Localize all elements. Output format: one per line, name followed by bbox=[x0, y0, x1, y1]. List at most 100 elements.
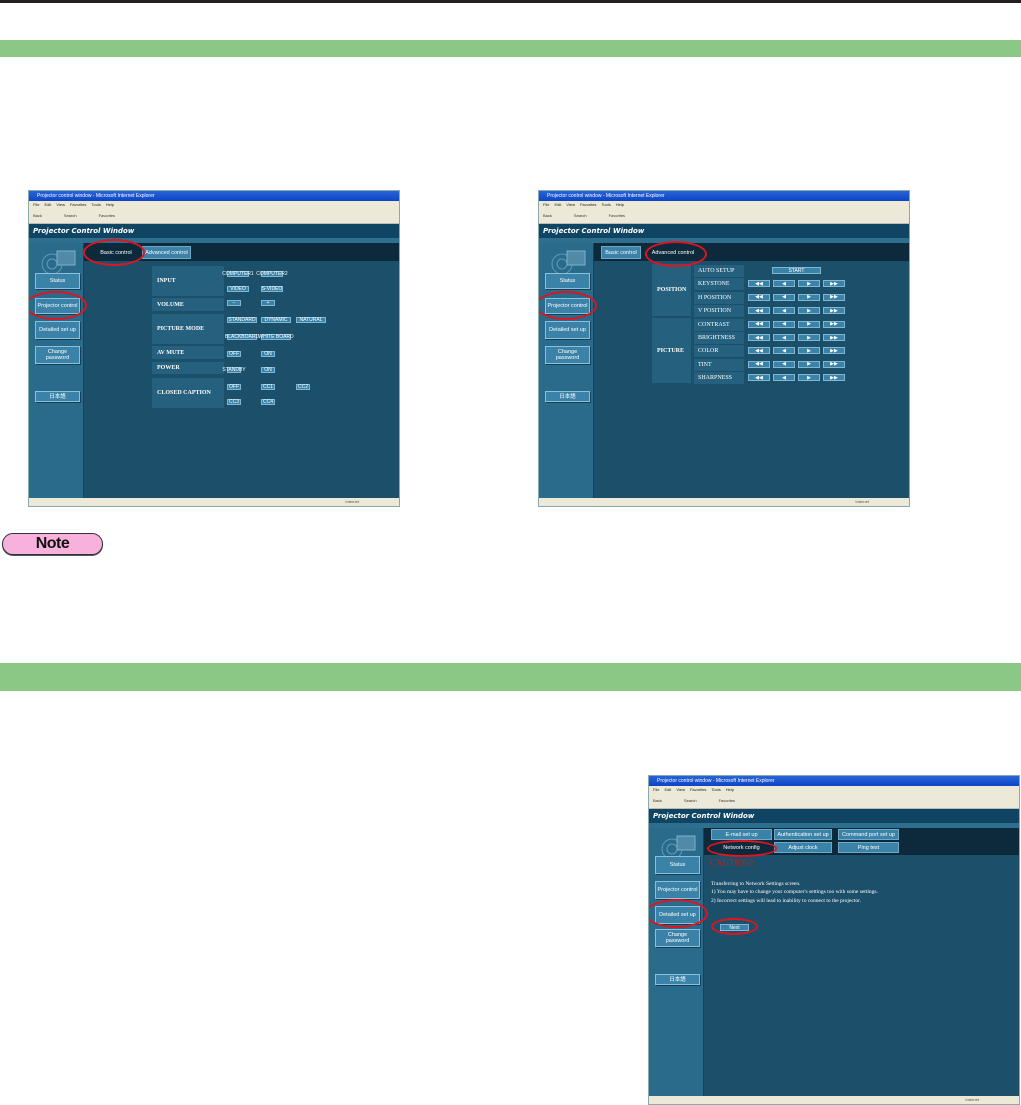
control-button[interactable]: ON bbox=[261, 351, 275, 357]
step-button[interactable]: ◀◀ bbox=[748, 320, 770, 328]
sidebar-status-button[interactable]: Status bbox=[35, 273, 80, 289]
menu-item[interactable]: File bbox=[33, 202, 40, 207]
control-button[interactable]: OFF bbox=[227, 351, 241, 357]
step-button[interactable]: ◀◀ bbox=[748, 347, 770, 355]
tab-adjust-clock[interactable]: Adjust clock bbox=[774, 842, 832, 853]
control-button[interactable]: BLACKBOARD bbox=[224, 334, 260, 340]
menu-item[interactable]: View bbox=[566, 202, 575, 207]
step-button[interactable]: ▶ bbox=[798, 374, 820, 382]
step-button[interactable]: ◀◀ bbox=[748, 360, 770, 368]
sidebar-status-button[interactable]: Status bbox=[655, 856, 700, 874]
control-button[interactable]: − bbox=[227, 300, 241, 306]
step-button[interactable]: ◀◀ bbox=[748, 280, 770, 288]
step-button[interactable]: ▶▶ bbox=[823, 334, 845, 341]
step-button[interactable]: ▶▶ bbox=[823, 280, 845, 288]
toolbar-button[interactable]: Search bbox=[63, 213, 77, 218]
menu-item[interactable]: View bbox=[56, 202, 65, 207]
caution-heading: CAUTION! bbox=[710, 858, 754, 868]
toolbar-button[interactable]: Favorites bbox=[608, 213, 626, 218]
step-button[interactable]: ◀ bbox=[773, 334, 795, 341]
menu-item[interactable]: View bbox=[676, 787, 685, 792]
menu-item[interactable]: Tools bbox=[711, 787, 721, 792]
step-button[interactable]: ▶ bbox=[798, 307, 820, 315]
step-button[interactable]: ▶▶ bbox=[823, 360, 845, 368]
tab-authentication-set-up[interactable]: Authentication set up bbox=[774, 829, 832, 840]
control-button[interactable]: NATURAL bbox=[296, 317, 326, 323]
menu-item[interactable]: Favorites bbox=[579, 202, 597, 207]
control-button[interactable]: + bbox=[261, 300, 275, 306]
step-button[interactable]: ▶ bbox=[798, 280, 820, 288]
tab-email-set-up[interactable]: E-mail set up bbox=[711, 829, 772, 840]
menu-item[interactable]: Help bbox=[725, 787, 734, 792]
step-button[interactable]: ▶ bbox=[798, 360, 820, 368]
control-button[interactable]: COMPUTER1 bbox=[222, 271, 254, 277]
menu-item[interactable]: Help bbox=[105, 202, 114, 207]
control-button[interactable]: CC2 bbox=[296, 384, 310, 390]
step-button[interactable]: ◀ bbox=[773, 320, 795, 328]
step-button[interactable]: ▶▶ bbox=[823, 347, 845, 355]
control-button[interactable]: S-VIDEO bbox=[261, 286, 283, 292]
sidebar-change-password-button[interactable]: Change password bbox=[655, 929, 700, 947]
control-button[interactable]: VIDEO bbox=[227, 286, 249, 292]
menu-item[interactable]: File bbox=[653, 787, 660, 792]
sidebar-change-password-button[interactable]: Change password bbox=[545, 346, 590, 364]
toolbar-button[interactable]: Back bbox=[653, 798, 662, 803]
menu-item[interactable]: File bbox=[543, 202, 550, 207]
toolbar-button[interactable]: Favorites bbox=[98, 213, 116, 218]
step-button[interactable]: ▶ bbox=[798, 293, 820, 301]
control-button[interactable]: CC1 bbox=[261, 384, 275, 390]
step-button[interactable]: ◀ bbox=[773, 293, 795, 301]
step-button[interactable]: ◀ bbox=[773, 307, 795, 315]
menu-item[interactable]: Help bbox=[615, 202, 624, 207]
step-button[interactable]: ◀◀ bbox=[748, 293, 770, 301]
menu-item[interactable]: Favorites bbox=[69, 202, 87, 207]
toolbar-button[interactable]: Search bbox=[683, 798, 697, 803]
tab-command-port-set-up[interactable]: Command port set up bbox=[838, 829, 899, 840]
tab-basic-control[interactable]: Basic control bbox=[601, 246, 641, 259]
step-button[interactable]: ▶▶ bbox=[823, 293, 845, 301]
control-button[interactable]: ON bbox=[261, 367, 275, 373]
menu-item[interactable]: Favorites bbox=[689, 787, 707, 792]
control-button[interactable]: DYNAMIC bbox=[261, 317, 291, 323]
step-button[interactable]: ◀ bbox=[773, 347, 795, 355]
sidebar-detailed-set-up-button[interactable]: Detailed set up bbox=[35, 321, 80, 339]
step-button[interactable]: ◀◀ bbox=[748, 374, 770, 382]
step-button[interactable]: ◀ bbox=[773, 280, 795, 288]
toolbar-button[interactable]: Back bbox=[33, 213, 42, 218]
menu-item[interactable]: Edit bbox=[664, 787, 672, 792]
step-button[interactable]: ▶ bbox=[798, 320, 820, 328]
tab-advanced-control[interactable]: Advanced control bbox=[142, 246, 191, 259]
control-button[interactable]: CC3 bbox=[227, 399, 241, 405]
control-button[interactable]: CC4 bbox=[261, 399, 275, 405]
step-button[interactable]: ◀◀ bbox=[748, 307, 770, 315]
tab-ping-test[interactable]: Ping test bbox=[838, 842, 899, 853]
control-button[interactable]: WHITE BOARD bbox=[258, 334, 294, 340]
toolbar-button[interactable]: Favorites bbox=[718, 798, 736, 803]
step-button[interactable]: ▶▶ bbox=[823, 307, 845, 315]
menu-item[interactable]: Edit bbox=[44, 202, 52, 207]
menu-item[interactable]: Tools bbox=[91, 202, 101, 207]
menu-item[interactable]: Tools bbox=[601, 202, 611, 207]
sidebar-japanese-button[interactable]: 日本語 bbox=[35, 391, 80, 402]
start-button[interactable]: START bbox=[772, 267, 821, 274]
step-button[interactable]: ◀◀ bbox=[748, 334, 770, 341]
sidebar-detailed-set-up-button[interactable]: Detailed set up bbox=[545, 321, 590, 339]
toolbar-button[interactable]: Search bbox=[573, 213, 587, 218]
control-button[interactable]: STANDBY bbox=[222, 367, 246, 373]
sidebar-japanese-button[interactable]: 日本語 bbox=[545, 391, 590, 402]
sidebar-status-button[interactable]: Status bbox=[545, 273, 590, 289]
step-button[interactable]: ◀ bbox=[773, 374, 795, 382]
step-button[interactable]: ◀ bbox=[773, 360, 795, 368]
control-button[interactable]: OFF bbox=[227, 384, 241, 390]
step-button[interactable]: ▶ bbox=[798, 334, 820, 341]
sidebar-projector-control-button[interactable]: Projector control bbox=[655, 881, 700, 899]
sidebar-japanese-button[interactable]: 日本語 bbox=[655, 974, 700, 985]
control-button[interactable]: STANDARD bbox=[227, 317, 257, 323]
sidebar-change-password-button[interactable]: Change password bbox=[35, 346, 80, 364]
menu-item[interactable]: Edit bbox=[554, 202, 562, 207]
toolbar-button[interactable]: Back bbox=[543, 213, 552, 218]
step-button[interactable]: ▶▶ bbox=[823, 374, 845, 382]
step-button[interactable]: ▶ bbox=[798, 347, 820, 355]
control-button[interactable]: COMPUTER2 bbox=[256, 271, 288, 277]
step-button[interactable]: ▶▶ bbox=[823, 320, 845, 328]
